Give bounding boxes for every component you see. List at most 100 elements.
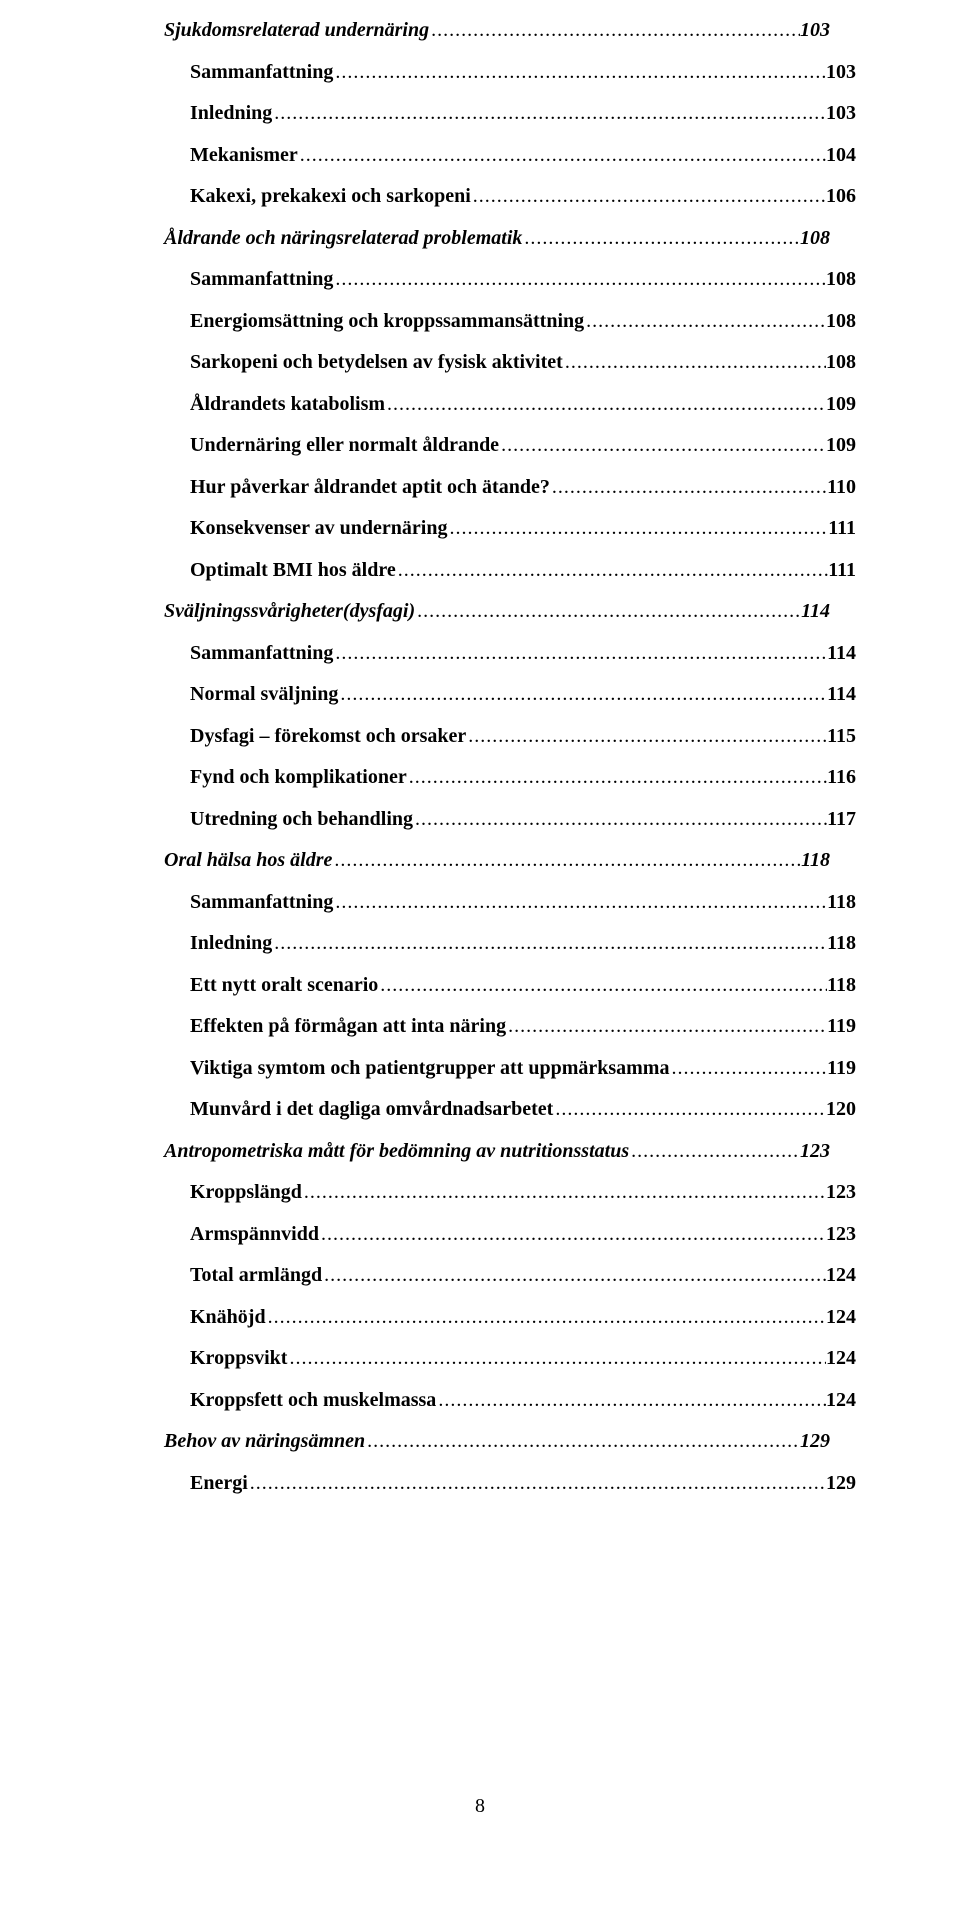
- toc-entry: Konsekvenser av undernäring111: [190, 516, 856, 540]
- toc-entry: Sammanfattning 114: [190, 641, 856, 665]
- toc-page-number: 129: [800, 1429, 830, 1453]
- toc-leader-dots: [365, 1429, 800, 1453]
- toc-entry: Sammanfattning103: [190, 60, 856, 84]
- toc-entry: Åldrande och näringsrelaterad problemati…: [164, 226, 830, 250]
- toc-page-number: 108: [826, 350, 856, 374]
- toc-label: Kroppslängd: [190, 1180, 302, 1204]
- toc-leader-dots: [553, 1097, 826, 1121]
- toc-leader-dots: [584, 309, 826, 333]
- toc-label: Behov av näringsämnen: [164, 1429, 365, 1453]
- page-footer-number: 8: [0, 1795, 960, 1818]
- toc-label: Effekten på förmågan att inta näring: [190, 1014, 506, 1038]
- toc-leader-dots: [333, 641, 827, 665]
- toc-leader-dots: [415, 599, 801, 623]
- toc-entry: Åldrandets katabolism109: [190, 392, 856, 416]
- toc-leader-dots: [522, 226, 800, 250]
- toc-entry: Effekten på förmågan att inta näring119: [190, 1014, 856, 1038]
- toc-leader-dots: [272, 101, 826, 125]
- toc-label: Armspännvidd: [190, 1222, 319, 1246]
- toc-label: Utredning och behandling: [190, 807, 413, 831]
- toc-leader-dots: [499, 433, 826, 457]
- toc-leader-dots: [506, 1014, 827, 1038]
- toc-page-number: 117: [827, 807, 856, 831]
- toc-label: Dysfagi – förekomst och orsaker: [190, 724, 466, 748]
- toc-entry: Kroppslängd123: [190, 1180, 856, 1204]
- toc-entry: Knähöjd124: [190, 1305, 856, 1329]
- toc-entry: Undernäring eller normalt åldrande109: [190, 433, 856, 457]
- toc-label: Total armlängd: [190, 1263, 322, 1287]
- toc-leader-dots: [669, 1056, 827, 1080]
- toc-leader-dots: [429, 18, 800, 42]
- toc-leader-dots: [333, 60, 826, 84]
- toc-entry: Behov av näringsämnen 129: [164, 1429, 830, 1453]
- toc-label: Sväljningssvårigheter(dysfagi): [164, 599, 415, 623]
- toc-entry: Fynd och komplikationer 116: [190, 765, 856, 789]
- toc-page-number: 106: [826, 184, 856, 208]
- toc-entry: Viktiga symtom och patientgrupper att up…: [190, 1056, 856, 1080]
- toc-page-number: 103: [826, 101, 856, 125]
- toc-entry: Kroppsvikt124: [190, 1346, 856, 1370]
- toc-leader-dots: [287, 1346, 826, 1370]
- toc-label: Mekanismer: [190, 143, 298, 167]
- toc-page-number: 124: [826, 1388, 856, 1412]
- toc-page-number: 104: [826, 143, 856, 167]
- toc-label: Sammanfattning: [190, 641, 333, 665]
- toc-entry: Sväljningssvårigheter(dysfagi) 114: [164, 599, 830, 623]
- table-of-contents: Sjukdomsrelaterad undernäring 103 Sammanf…: [164, 18, 830, 1495]
- toc-entry: Energi129: [190, 1471, 856, 1495]
- toc-entry: Optimalt BMI hos äldre111: [190, 558, 856, 582]
- toc-leader-dots: [396, 558, 828, 582]
- toc-label: Viktiga symtom och patientgrupper att up…: [190, 1056, 669, 1080]
- toc-label: Sarkopeni och betydelsen av fysisk aktiv…: [190, 350, 563, 374]
- toc-page-number: 119: [827, 1056, 856, 1080]
- toc-page-number: 115: [827, 724, 856, 748]
- toc-entry: Inledning 118: [190, 931, 856, 955]
- toc-label: Normal sväljning: [190, 682, 338, 706]
- toc-page-number: 120: [826, 1097, 856, 1121]
- toc-page-number: 103: [800, 18, 830, 42]
- toc-label: Sjukdomsrelaterad undernäring: [164, 18, 429, 42]
- toc-entry: Energiomsättning och kroppssammansättnin…: [190, 309, 856, 333]
- toc-leader-dots: [436, 1388, 826, 1412]
- toc-entry: Total armlängd 124: [190, 1263, 856, 1287]
- toc-label: Antropometriska mått för bedömning av nu…: [164, 1139, 629, 1163]
- toc-page-number: 118: [801, 848, 830, 872]
- toc-label: Oral hälsa hos äldre: [164, 848, 332, 872]
- toc-entry: Normal sväljning114: [190, 682, 856, 706]
- toc-leader-dots: [466, 724, 827, 748]
- toc-leader-dots: [298, 143, 826, 167]
- toc-page-number: 118: [827, 890, 856, 914]
- toc-entry: Oral hälsa hos äldre 118: [164, 848, 830, 872]
- toc-entry: Kroppsfett och muskelmassa 124: [190, 1388, 856, 1412]
- toc-label: Undernäring eller normalt åldrande: [190, 433, 499, 457]
- toc-page-number: 118: [827, 931, 856, 955]
- toc-leader-dots: [471, 184, 826, 208]
- toc-label: Kroppsvikt: [190, 1346, 287, 1370]
- toc-entry: Armspännvidd123: [190, 1222, 856, 1246]
- toc-leader-dots: [447, 516, 828, 540]
- toc-page-number: 116: [827, 765, 856, 789]
- toc-label: Fynd och komplikationer: [190, 765, 407, 789]
- toc-page-number: 111: [828, 558, 856, 582]
- toc-label: Kroppsfett och muskelmassa: [190, 1388, 436, 1412]
- toc-leader-dots: [322, 1263, 826, 1287]
- toc-label: Konsekvenser av undernäring: [190, 516, 447, 540]
- toc-label: Kakexi, prekakexi och sarkopeni: [190, 184, 471, 208]
- toc-leader-dots: [338, 682, 827, 706]
- toc-label: Ett nytt oralt scenario: [190, 973, 378, 997]
- toc-leader-dots: [319, 1222, 826, 1246]
- toc-entry: Sammanfattning108: [190, 267, 856, 291]
- toc-page-number: 124: [826, 1263, 856, 1287]
- toc-entry: Munvård i det dagliga omvårdnadsarbetet1…: [190, 1097, 856, 1121]
- toc-label: Åldrandets katabolism: [190, 392, 385, 416]
- toc-leader-dots: [550, 475, 827, 499]
- toc-label: Inledning: [190, 931, 272, 955]
- toc-leader-dots: [333, 267, 826, 291]
- toc-label: Energi: [190, 1471, 248, 1495]
- toc-label: Hur påverkar åldrandet aptit och ätande?: [190, 475, 550, 499]
- toc-entry: Ett nytt oralt scenario118: [190, 973, 856, 997]
- toc-leader-dots: [629, 1139, 800, 1163]
- toc-entry: Inledning103: [190, 101, 856, 125]
- toc-leader-dots: [407, 765, 827, 789]
- toc-page-number: 114: [827, 641, 856, 665]
